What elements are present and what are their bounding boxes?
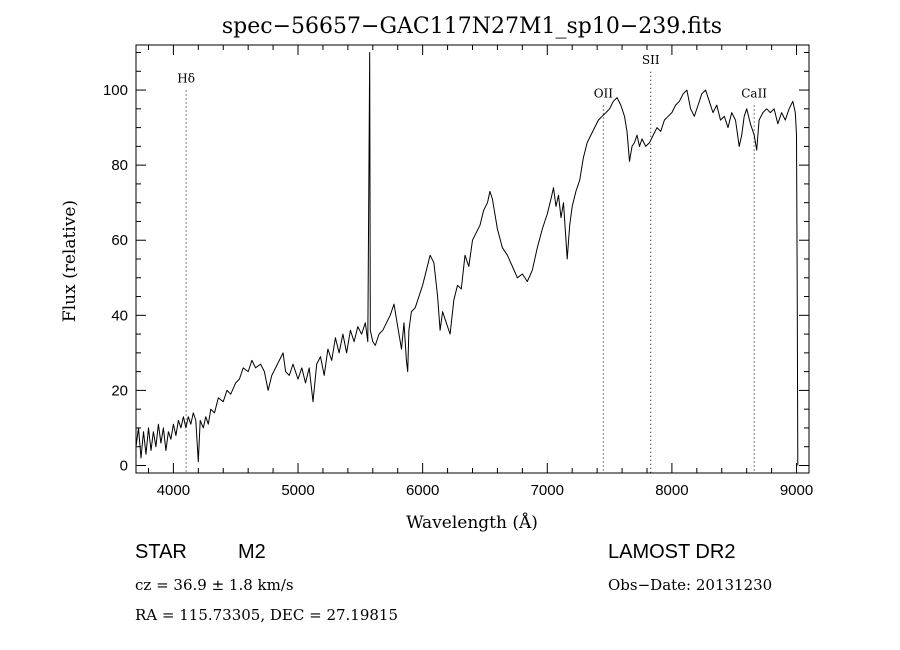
tick-labels: 4000 5000 6000 7000 8000 9000 0 20 40 60 80 100 xyxy=(103,82,813,499)
y-tick-label: 80 xyxy=(111,157,128,174)
reference-lines: Hδ OII SII CaII xyxy=(177,53,767,473)
x-tick-label: 5000 xyxy=(281,482,314,499)
subclass: M2 xyxy=(238,541,266,563)
x-tick-label: 7000 xyxy=(531,482,564,499)
coordinates-text: RA = 115.73305, DEC = 27.19815 xyxy=(135,606,398,624)
y-tick-label: 40 xyxy=(111,307,128,324)
reference-line-label: OII xyxy=(594,87,614,101)
x-tick-label: 6000 xyxy=(406,482,439,499)
y-tick-label: 100 xyxy=(103,82,128,99)
x-tick-label: 8000 xyxy=(655,482,688,499)
spectrum-line xyxy=(135,52,799,466)
y-tick-label: 60 xyxy=(111,232,128,249)
plot-frame xyxy=(135,44,810,474)
y-tick-label: 20 xyxy=(111,382,128,399)
x-axis-label: Wavelength (Å) xyxy=(406,512,538,533)
survey-name: LAMOST DR2 xyxy=(608,541,735,563)
y-axis-label: Flux (relative) xyxy=(60,200,80,322)
obs-date-text: Obs−Date: 20131230 xyxy=(608,576,772,594)
plot-border xyxy=(135,44,810,474)
redshift-text: cz = 36.9 ± 1.8 km/s xyxy=(135,576,294,594)
chart-title: spec−56657−GAC117N27M1_sp10−239.fits xyxy=(222,14,722,39)
reference-line-label: SII xyxy=(642,53,660,67)
object-type: STAR xyxy=(135,541,187,563)
x-tick-label: 4000 xyxy=(157,482,190,499)
x-tick-label: 9000 xyxy=(780,482,813,499)
reference-line-label: CaII xyxy=(741,87,767,101)
series-layer xyxy=(135,52,799,466)
y-tick-label: 0 xyxy=(120,457,128,474)
reference-line-label: Hδ xyxy=(177,72,195,86)
axis-ticks xyxy=(136,45,809,473)
